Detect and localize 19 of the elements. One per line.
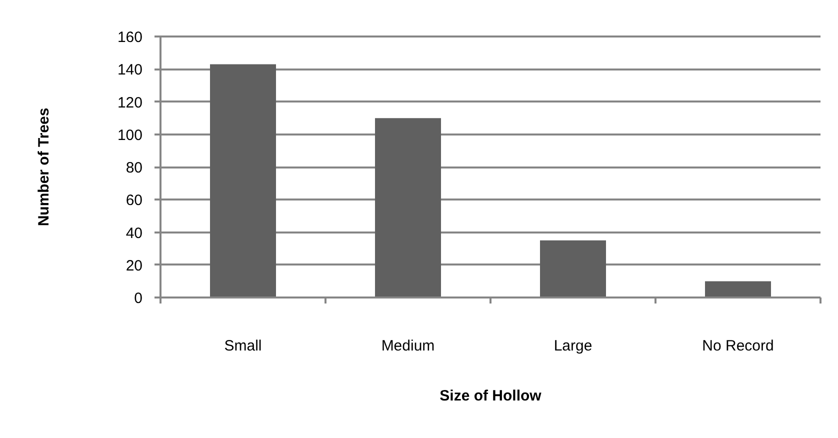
y-tick-label: 100	[117, 126, 143, 144]
x-tick-label: Small	[224, 338, 262, 354]
x-tick-label: Medium	[381, 338, 435, 354]
y-tick-label: 20	[126, 257, 143, 274]
x-tick-label: Large	[554, 338, 592, 354]
y-tick-label: 140	[117, 62, 143, 79]
x-axis-title: Size of Hollow	[440, 388, 542, 404]
bar	[210, 64, 276, 298]
y-tick-label: 60	[126, 192, 143, 210]
y-tick-label: 120	[117, 94, 143, 112]
y-tick-label: 0	[134, 290, 142, 307]
bar	[375, 118, 441, 298]
x-tick-label: No Record	[702, 338, 774, 354]
y-tick-label: 80	[126, 160, 143, 176]
y-tick-label: 40	[126, 224, 143, 242]
bar	[540, 240, 606, 298]
bar	[705, 281, 771, 298]
y-tick-label: 160	[117, 29, 143, 46]
y-axis-title: Number of Trees	[35, 108, 52, 226]
